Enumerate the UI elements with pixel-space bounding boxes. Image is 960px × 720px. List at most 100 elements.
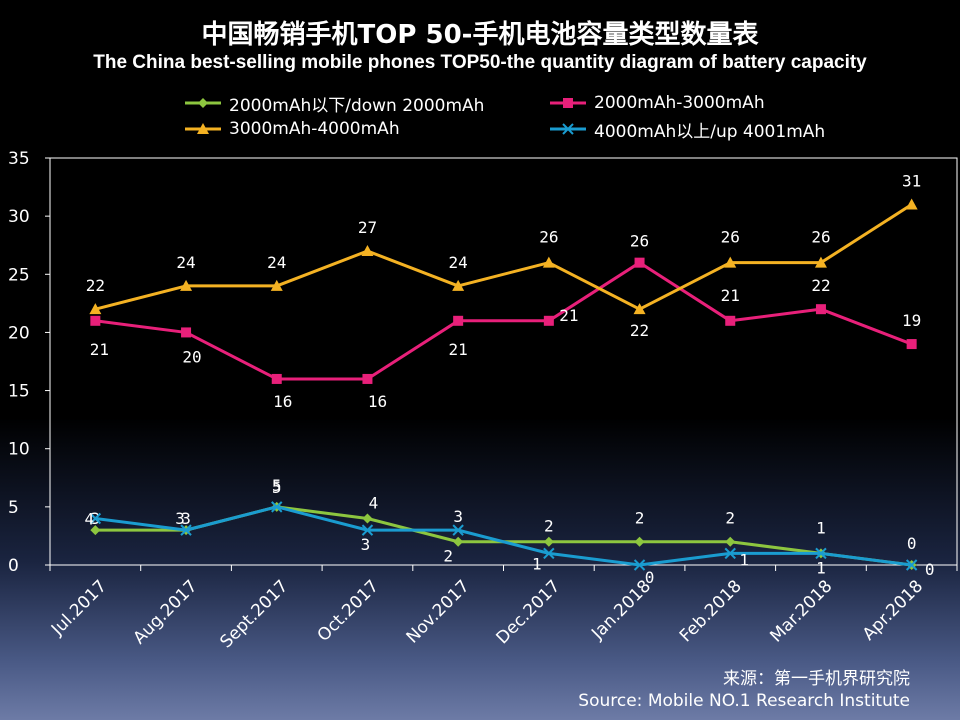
- data-label: 22: [86, 276, 105, 295]
- data-label: 16: [273, 392, 292, 411]
- data-label: 3: [453, 507, 463, 526]
- data-label: 21: [559, 306, 578, 325]
- data-point: [724, 547, 736, 560]
- data-label: 3: [181, 509, 191, 528]
- data-point: [271, 501, 283, 513]
- data-point: [270, 279, 283, 291]
- y-tick-label: 0: [8, 556, 19, 576]
- source-en: Source: Mobile NO.1 Research Institute: [578, 691, 910, 711]
- data-point: [362, 513, 373, 524]
- data-point: [180, 524, 192, 536]
- legend-marker-diamond-icon: [185, 98, 221, 108]
- data-point: [542, 256, 555, 268]
- data-label: 5: [272, 478, 282, 497]
- data-label: 26: [630, 232, 649, 251]
- data-point: [361, 245, 374, 257]
- legend-marker-triangle-icon: [185, 123, 221, 134]
- x-tick-label: Sept.2017: [216, 576, 292, 652]
- legend-marker-x-icon: [550, 123, 586, 135]
- data-label: 2: [635, 509, 645, 528]
- data-label: 24: [449, 253, 468, 272]
- legend-marker-square-icon: [550, 98, 586, 108]
- y-tick-label: 10: [8, 440, 30, 460]
- data-label: 1: [532, 554, 542, 573]
- data-point: [725, 536, 736, 547]
- data-point: [905, 559, 918, 571]
- data-label: 21: [721, 286, 740, 305]
- data-label: 1: [739, 550, 749, 569]
- data-label: 1: [816, 558, 826, 577]
- data-point: [361, 524, 374, 536]
- data-point: [89, 512, 102, 525]
- data-point: [90, 315, 101, 326]
- legend-label-3000-4000: 3000mAh-4000mAh: [229, 119, 400, 139]
- y-tick-label: 5: [8, 498, 19, 518]
- legend-item-down-2000: 2000mAh以下/down 2000mAh: [185, 92, 485, 116]
- x-tick-label: Jul.2017: [47, 576, 111, 640]
- data-label: 5: [272, 476, 282, 495]
- legend-item-up-4001: 4000mAh以上/up 4001mAh: [550, 118, 826, 142]
- y-tick-label: 15: [8, 382, 30, 402]
- y-tick-label: 20: [8, 323, 30, 343]
- source-note: 来源：第一手机界研究院 Source: Mobile NO.1 Research…: [578, 668, 910, 712]
- data-point: [543, 315, 554, 326]
- data-label: 31: [902, 172, 921, 191]
- x-tick-label: Mar.2018: [766, 576, 836, 646]
- x-tick-label: Nov.2017: [403, 576, 474, 647]
- data-point: [453, 315, 464, 326]
- data-point: [452, 279, 465, 291]
- data-point: [815, 304, 826, 315]
- data-label: 0: [645, 568, 655, 587]
- y-tick-label: 35: [8, 149, 30, 169]
- data-label: 22: [630, 321, 649, 340]
- data-point: [634, 257, 645, 268]
- data-point: [89, 303, 102, 315]
- series-line-2000mah-3000mah: [95, 261, 913, 381]
- series-line-4000mah-up-4001mah: [95, 505, 912, 567]
- chart-title-en: The China best-selling mobile phones TOP…: [93, 52, 867, 73]
- y-tick-label: 30: [8, 207, 30, 227]
- data-label: 2: [725, 509, 735, 528]
- chart-title-cn: 中国畅销手机TOP 50-手机电池容量类型数量表: [201, 20, 759, 50]
- data-label: 2: [544, 517, 554, 536]
- data-label: 4: [85, 509, 95, 528]
- data-label: 26: [721, 228, 740, 247]
- data-point: [815, 547, 827, 560]
- legend-label-up-4001: 4000mAh以上/up 4001mAh: [594, 121, 826, 142]
- data-label: 27: [358, 218, 377, 237]
- data-label: 22: [811, 276, 830, 295]
- data-label: 4: [369, 493, 379, 512]
- data-point: [181, 327, 192, 338]
- legend-item-2000-3000: 2000mAh-3000mAh: [550, 92, 765, 114]
- data-label: 3: [175, 509, 185, 528]
- data-label: 0: [907, 534, 917, 553]
- data-label: 24: [176, 253, 195, 272]
- legend-label-2000-3000: 2000mAh-3000mAh: [594, 93, 765, 113]
- legend-label-down-2000: 2000mAh以下/down 2000mAh: [229, 95, 485, 116]
- data-point: [180, 279, 193, 291]
- data-point: [905, 198, 918, 210]
- data-point: [634, 536, 645, 547]
- data-label: 20: [182, 347, 201, 366]
- data-point: [633, 303, 646, 315]
- data-point: [90, 525, 101, 536]
- data-point: [452, 524, 464, 536]
- series-line-3000mah-4000mah: [94, 203, 913, 311]
- series-line-2000mah-down-2000mah: [95, 505, 912, 567]
- data-label: 16: [368, 392, 387, 411]
- data-label: 19: [902, 311, 921, 330]
- data-point: [453, 536, 464, 547]
- legend-item-3000-4000: 3000mAh-4000mAh: [185, 118, 400, 140]
- data-point: [543, 536, 554, 547]
- x-tick-label: Dec.2017: [493, 576, 565, 648]
- data-label: 21: [449, 340, 468, 359]
- data-point: [724, 256, 737, 268]
- data-point: [543, 547, 555, 560]
- data-label: 26: [811, 228, 830, 247]
- data-label: 21: [90, 340, 109, 359]
- data-point: [271, 373, 282, 384]
- x-tick-label: Feb.2018: [676, 576, 746, 646]
- data-point: [906, 339, 917, 350]
- data-label: 26: [539, 228, 558, 247]
- data-label: 2: [443, 547, 453, 566]
